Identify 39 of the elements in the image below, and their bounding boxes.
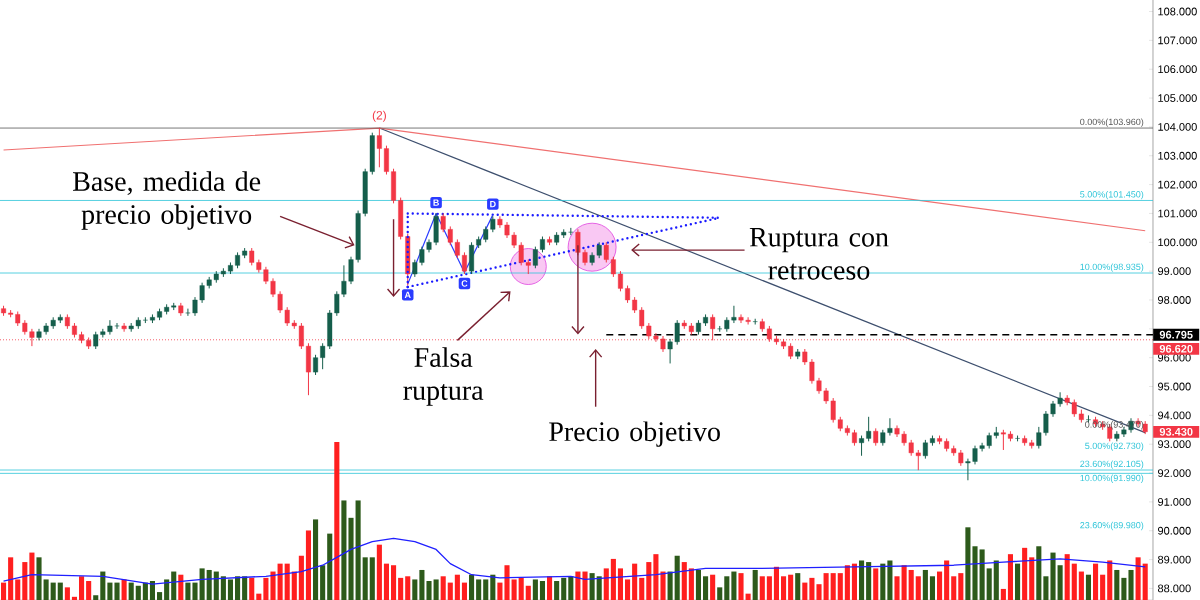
- annotation: 23.60%(89.980): [1080, 521, 1144, 531]
- ref-line-label: 23.60%(92.105): [1080, 460, 1144, 469]
- y-tick-label: 107.000: [1158, 36, 1197, 45]
- ref-line-label: 96.620: [1159, 344, 1193, 353]
- ref-line-label: 5.00%(101.450): [1080, 190, 1144, 200]
- y-tick-label: 104.000: [1158, 123, 1197, 131]
- y-tick-label: 101.000: [1158, 209, 1197, 218]
- y-tick-label: 105.000: [1158, 94, 1197, 102]
- y-tick-label: 108.000: [1158, 7, 1197, 16]
- ref-line-label: 96.795: [1159, 330, 1193, 339]
- y-tick-label: 99.000: [1158, 267, 1191, 276]
- y-tick-label: 90.000: [1158, 526, 1191, 535]
- annotation: Precio objetivo: [549, 421, 720, 447]
- annotation: 5.00%(92.730): [1085, 442, 1144, 451]
- annotation: Falsa ruptura: [403, 347, 484, 406]
- annotation: D: [490, 201, 496, 208]
- ref-line-label: 0.00%(103.960): [1080, 118, 1144, 127]
- y-tick-label: 88.000: [1157, 584, 1191, 593]
- y-tick-label: 98.000: [1158, 296, 1191, 304]
- y-tick-label: 96.000: [1158, 353, 1191, 362]
- annotation: A: [404, 291, 411, 299]
- annotation: (2): [372, 110, 386, 122]
- y-tick-label: 102.000: [1158, 180, 1197, 189]
- y-tick-label: 103.000: [1158, 151, 1197, 160]
- annotation: Base, medida de precio objetivo: [72, 171, 261, 230]
- annotation: Ruptura con retroceso: [749, 228, 889, 280]
- annotation: C: [461, 280, 468, 287]
- y-tick-label: 92.000: [1158, 469, 1191, 477]
- annotation: B: [433, 199, 439, 206]
- y-tick-label: 91.000: [1158, 498, 1191, 506]
- y-tick-label: 94.000: [1158, 411, 1191, 420]
- y-tick-label: 89.000: [1157, 555, 1191, 564]
- y-tick-label: 95.000: [1158, 382, 1191, 391]
- text: 93.430: [1159, 427, 1193, 436]
- y-tick-label: 106.000: [1158, 65, 1197, 74]
- y-tick-label: 100.000: [1158, 238, 1197, 247]
- y-tick-label: 93.000: [1158, 440, 1191, 449]
- ref-line-label: 10.00%(98.935): [1080, 263, 1144, 272]
- ref-line-label: 10.00%(91.990): [1080, 474, 1144, 483]
